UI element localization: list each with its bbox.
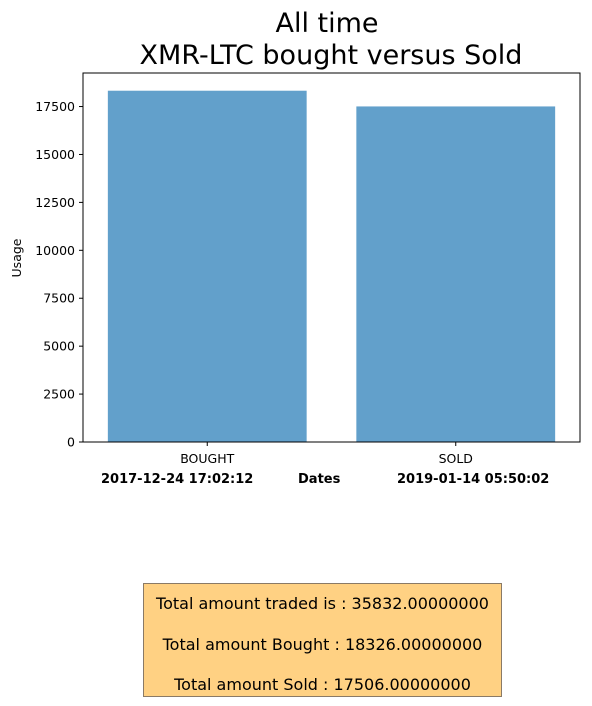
y-axis-label: Usage: [9, 238, 24, 277]
total-sold-text: Total amount Sold : 17506.00000000: [174, 675, 471, 694]
start-date-label: 2017-12-24 17:02:12: [101, 472, 253, 487]
x-tick-label-bought: BOUGHT: [180, 451, 234, 466]
total-traded-text: Total amount traded is : 35832.00000000: [156, 594, 489, 613]
plot-area: BOUGHT SOLD 0 2500 5000 7500 10000 12500 15000 17…: [35, 72, 581, 466]
y-tick-label: 15000: [35, 147, 75, 162]
y-tick-label: 2500: [43, 387, 75, 402]
total-bought-text: Total amount Bought : 18326.00000000: [162, 634, 483, 654]
x-axis-label: Dates: [298, 472, 341, 487]
y-tick-label: 5000: [43, 339, 75, 354]
summary-box: Total amount traded is : 35832.00000000 …: [143, 583, 502, 697]
bar-bought: [107, 90, 307, 442]
y-tick-label: 12500: [35, 195, 75, 210]
end-date-label: 2019-01-14 05:50:02: [397, 472, 549, 487]
y-tick-label: 10000: [35, 243, 75, 258]
plot-frame: [82, 72, 581, 443]
y-tick-label: 7500: [43, 291, 75, 306]
chart-title-line-2: XMR-LTC bought versus Sold: [140, 40, 523, 71]
bar-sold: [356, 106, 556, 442]
x-tick-label-sold: SOLD: [439, 451, 473, 466]
y-tick-label: 17500: [35, 99, 75, 114]
y-tick-label: 0: [67, 435, 75, 450]
chart-title-line-1: All time: [275, 8, 378, 39]
